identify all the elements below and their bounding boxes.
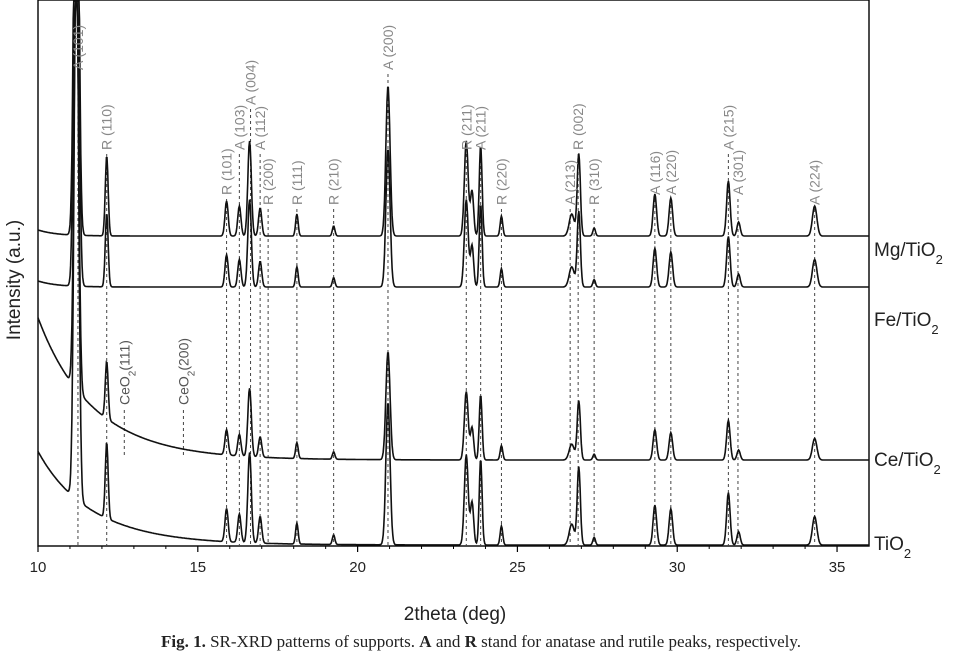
caption-text-1: SR-XRD patterns of supports.	[205, 632, 420, 651]
x-tick-label: 35	[829, 559, 846, 576]
figure-caption: Fig. 1. SR-XRD patterns of supports. A a…	[0, 632, 962, 654]
series-label: Mg/TiO2	[874, 240, 943, 267]
x-tick-label: 20	[349, 559, 366, 576]
peak-label: R (220)	[493, 158, 509, 205]
peak-label: A (220)	[663, 150, 679, 195]
caption-text-3: stand for anatase and rutile peaks, resp…	[476, 632, 802, 651]
caption-text-2: and	[431, 632, 465, 651]
caption-rutile: R	[464, 632, 477, 651]
plot-area: A (101)R (110)R (101)A (103)A (004)A (11…	[37, 0, 943, 561]
plot-frame	[37, 0, 870, 547]
x-tick-label: 10	[30, 559, 47, 576]
peak-label: R (200)	[260, 158, 276, 205]
peak-label: A (103)	[231, 105, 247, 150]
peak-label: A (215)	[720, 105, 736, 150]
peak-label: R (210)	[326, 158, 342, 205]
peak-label: A (004)	[243, 60, 259, 105]
peak-label: R (310)	[586, 158, 602, 205]
caption-anatase: A	[419, 632, 432, 651]
peak-label: R (110)	[99, 104, 115, 150]
series-line	[37, 0, 869, 461]
series-labels: Mg/TiO2 Fe/TiO2 Ce/TiO2 TiO2	[874, 240, 943, 561]
x-tick-label: 30	[669, 559, 686, 576]
xrd-chart: A (101)R (110)R (101)A (103)A (004)A (11…	[4, 0, 943, 625]
series-label: TiO2	[874, 534, 911, 561]
series-line	[37, 0, 869, 288]
x-tick-label: 15	[189, 559, 206, 576]
peak-label: R (111)	[289, 160, 305, 205]
peak-guide-lines	[77, 74, 816, 546]
peak-label: A (213)	[562, 160, 578, 205]
series-label: Ce/TiO2	[874, 450, 941, 477]
series-line	[37, 0, 869, 546]
peak-labels: A (101)R (110)R (101)A (103)A (004)A (11…	[70, 25, 823, 405]
caption-prefix: Fig. 1.	[160, 632, 206, 651]
peak-label: A (211)	[473, 106, 489, 150]
x-tick-label: 25	[509, 559, 526, 576]
peak-label: A (116)	[647, 151, 663, 195]
peak-label: R (101)	[219, 148, 235, 195]
peak-label: R (211)	[458, 104, 474, 150]
series-line	[37, 0, 869, 237]
peak-label: A (224)	[807, 160, 823, 205]
ceo2-label: CeO2(111)	[116, 340, 138, 405]
peak-label: A (200)	[380, 25, 396, 70]
peak-label: A (112)	[252, 106, 268, 150]
y-axis-label: Intensity (a.u.)	[4, 220, 25, 340]
series-label: Fe/TiO2	[874, 310, 939, 337]
xrd-curves	[37, 0, 869, 546]
peak-label: A (301)	[730, 150, 746, 195]
ceo2-label: CeO2(200)	[175, 338, 197, 405]
peak-label: A (101)	[70, 25, 86, 70]
x-axis: 10 15 20 25 30 35	[30, 546, 846, 576]
x-axis-label: 2theta (deg)	[404, 604, 506, 625]
peak-label: R (002)	[570, 103, 586, 150]
